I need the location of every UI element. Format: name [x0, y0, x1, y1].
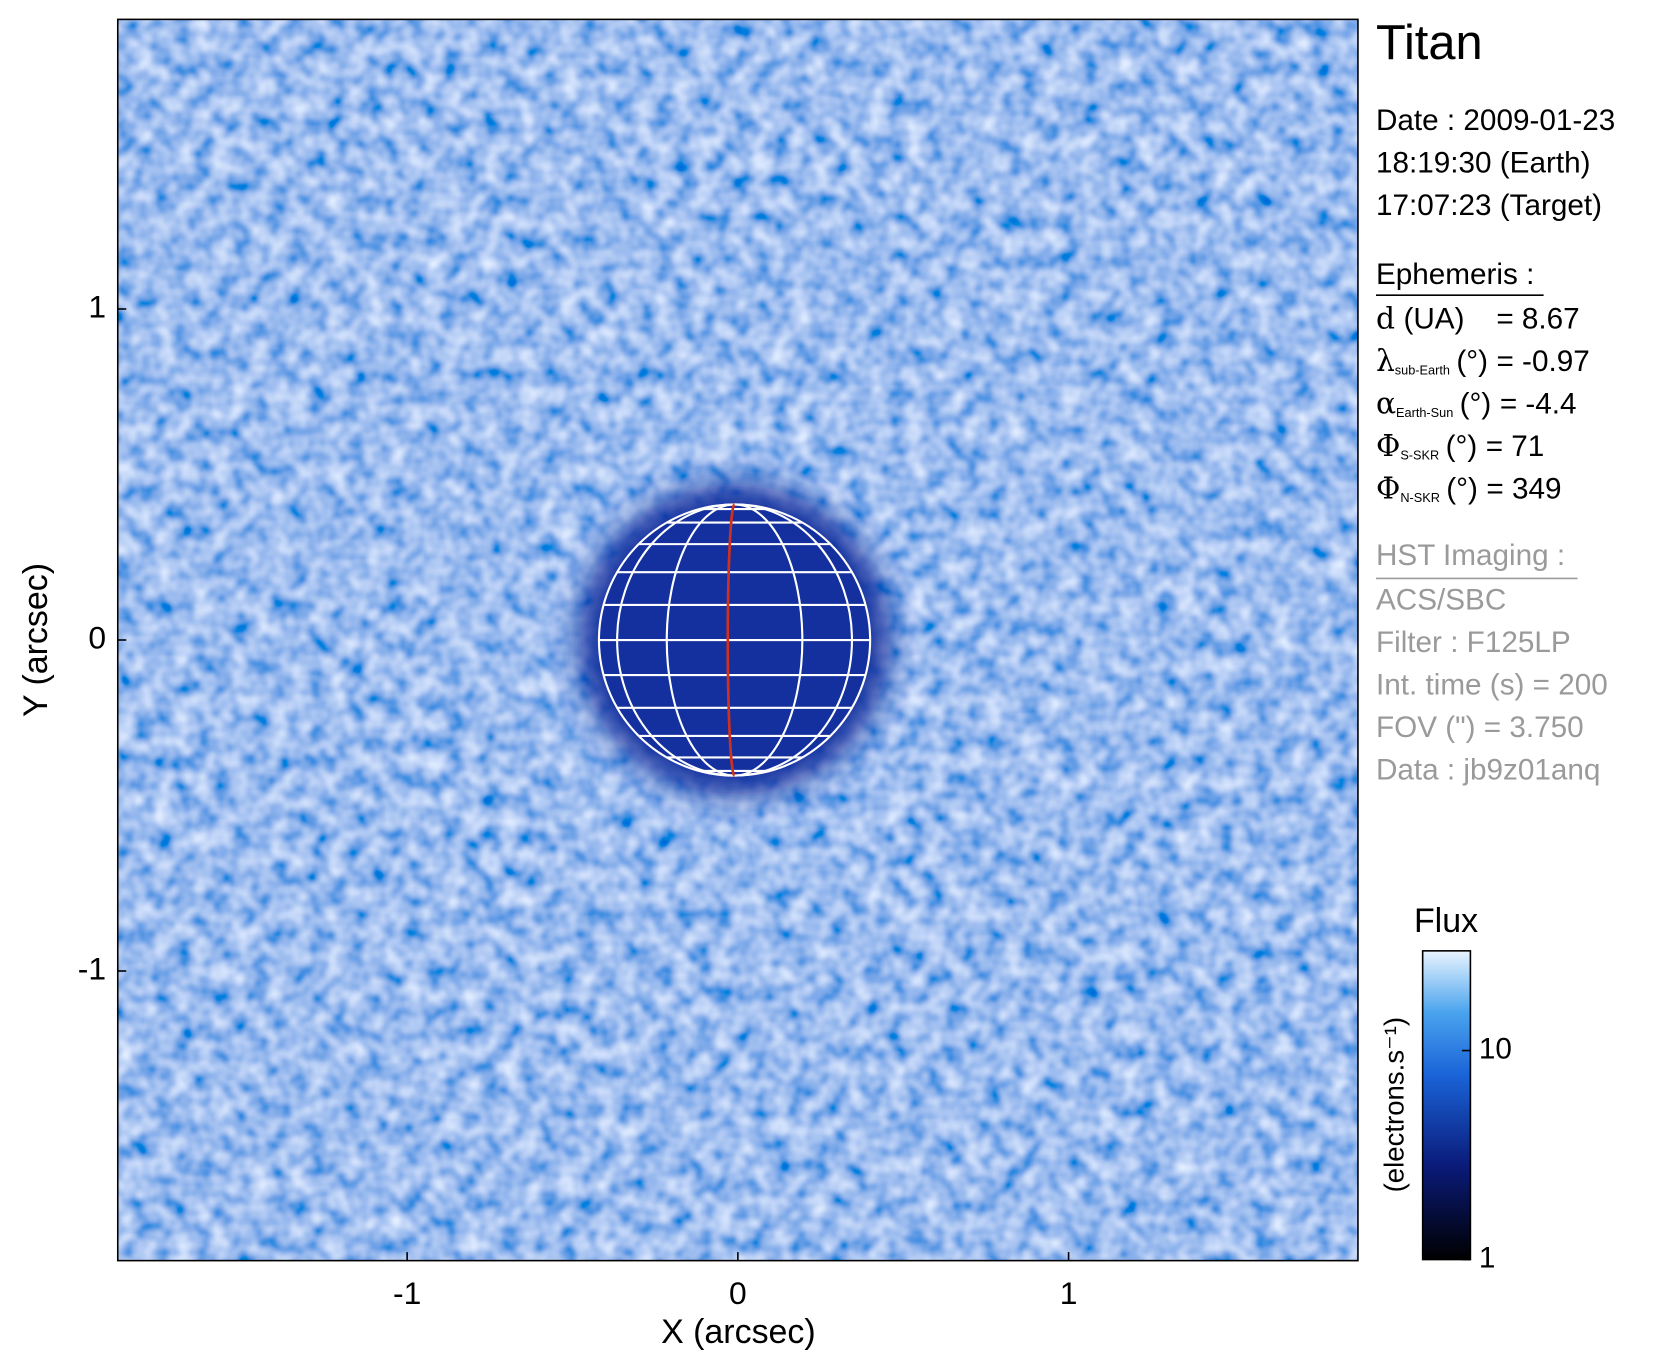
- imaging-line: FOV (") = 3.750: [1376, 711, 1584, 744]
- x-tick-label: 0: [729, 1275, 747, 1311]
- y-tick-label: -1: [78, 950, 106, 986]
- symbol: Φ: [1376, 429, 1400, 464]
- unit: (°): [1446, 472, 1478, 505]
- colorbar-tick-label: 1: [1479, 1241, 1496, 1274]
- subscript: N-SKR: [1400, 490, 1440, 505]
- subscript: sub-Earth: [1395, 363, 1450, 378]
- y-axis-label: Y (arcsec): [17, 563, 55, 717]
- imaging-line: ACS/SBC: [1376, 584, 1506, 617]
- ephemeris-row: ΦS-SKR (°) = 71: [1376, 429, 1544, 464]
- subscript: Earth-Sun: [1396, 405, 1453, 420]
- x-tick-label: 1: [1060, 1275, 1078, 1311]
- imaging-line: Int. time (s) = 200: [1376, 669, 1608, 702]
- imaging-line: Filter : F125LP: [1376, 626, 1571, 659]
- unit: (°): [1456, 345, 1488, 378]
- value: = 71: [1486, 430, 1545, 463]
- x-tick-label: -1: [393, 1275, 421, 1311]
- ephemeris-row: λsub-Earth (°) = -0.97: [1376, 344, 1590, 379]
- plot-area: [578, 484, 891, 796]
- symbol: Φ: [1376, 471, 1400, 506]
- symbol: α: [1376, 387, 1396, 422]
- date-line: 18:19:30 (Earth): [1376, 147, 1591, 180]
- imaging-line: Data : jb9z01anq: [1376, 753, 1600, 786]
- date-line: 17:07:23 (Target): [1376, 189, 1602, 222]
- colorbar: [1421, 950, 1472, 1261]
- value: = 8.67: [1496, 303, 1579, 336]
- symbol: λ: [1376, 344, 1395, 379]
- subscript: S-SKR: [1400, 448, 1439, 463]
- info-panel: Titan Date : 2009-01-23 18:19:30 (Earth) 17…: [1375, 16, 1615, 786]
- value: = -4.4: [1500, 387, 1577, 420]
- ephemeris-row: d (UA) = 8.67: [1376, 302, 1580, 337]
- unit: (UA): [1403, 303, 1464, 336]
- colorbar-tick-label: 10: [1479, 1032, 1512, 1065]
- y-tick-label: 0: [88, 619, 106, 655]
- unit: (°): [1446, 430, 1478, 463]
- date-line: Date : 2009-01-23: [1376, 104, 1615, 137]
- symbol: d: [1376, 302, 1395, 337]
- planet-grid: [597, 503, 872, 777]
- ephemeris-row: αEarth-Sun (°) = -4.4: [1376, 387, 1577, 422]
- central-meridian: [726, 503, 736, 777]
- target-name: Titan: [1376, 16, 1483, 70]
- ephemeris-row: ΦN-SKR (°) = 349: [1376, 471, 1562, 506]
- colorbar-label: (electrons.s⁻¹): [1378, 1017, 1409, 1192]
- y-tick-label: 1: [88, 288, 106, 324]
- value: = -0.97: [1496, 345, 1589, 378]
- value: = 349: [1486, 472, 1561, 505]
- unit: (°): [1460, 387, 1492, 420]
- ephemeris-heading: Ephemeris :: [1376, 258, 1534, 291]
- x-axis-label: X (arcsec): [661, 1313, 816, 1351]
- imaging-heading: HST Imaging :: [1376, 539, 1565, 572]
- colorbar-title: Flux: [1414, 902, 1478, 940]
